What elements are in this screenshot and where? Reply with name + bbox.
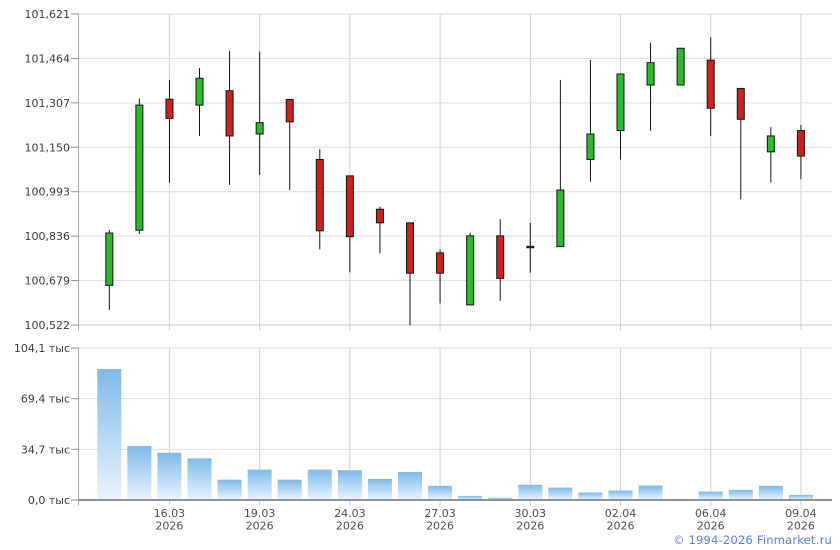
date-label: 16.03 — [154, 507, 186, 520]
candle — [736, 87, 745, 200]
volume-bar — [307, 469, 332, 500]
candle — [105, 229, 114, 311]
volume-bar — [217, 479, 242, 500]
candle — [345, 175, 354, 273]
price-axis-label: 101,621 — [25, 8, 71, 21]
price-axis-label: 100,522 — [25, 319, 71, 332]
volume-bar — [728, 489, 753, 500]
candle — [375, 206, 384, 254]
volume-axis-label: 104,1 тыс — [14, 342, 70, 355]
volume-bar — [578, 492, 603, 500]
year-label: 2026 — [155, 520, 183, 533]
candle — [706, 37, 715, 136]
volume-bar — [277, 479, 302, 500]
volume-bar — [337, 470, 362, 500]
volume-bar — [187, 458, 212, 500]
price-axis-label: 101,464 — [25, 52, 71, 65]
candle — [646, 42, 655, 131]
vertical-gridlines — [168, 14, 802, 506]
volume-bar — [788, 494, 813, 500]
volume-bar — [247, 469, 272, 500]
date-label: 06.04 — [695, 507, 727, 520]
volume-axis-label: 0,0 тыс — [28, 494, 70, 507]
candles — [105, 37, 805, 325]
volume-bar — [638, 485, 663, 500]
volume-bar — [518, 484, 543, 500]
candle — [676, 47, 685, 86]
volume-pane: 104,1 тыс 69,4 тыс 34,7 тыс 0,0 тыс — [14, 342, 832, 507]
volume-bar — [758, 485, 783, 500]
volume-bar — [698, 491, 723, 500]
year-label: 2026 — [426, 520, 454, 533]
volume-bar — [367, 478, 392, 500]
date-label: 30.03 — [515, 507, 547, 520]
volume-bar — [127, 445, 152, 500]
volume-bar — [458, 495, 483, 500]
year-label: 2026 — [697, 520, 725, 533]
volume-axis-label: 69,4 тыс — [21, 393, 70, 406]
candle — [135, 98, 144, 235]
volume-bar — [97, 369, 122, 500]
volume-bar — [488, 497, 513, 500]
price-axis-label: 100,993 — [25, 186, 71, 199]
volume-bar — [157, 452, 182, 500]
year-label: 2026 — [336, 520, 364, 533]
price-pane: 101,621 101,464 101,307 101,150 100,993 100,8… — [25, 8, 832, 332]
candle — [406, 222, 414, 325]
volume-bars — [97, 369, 813, 500]
volume-bar — [608, 490, 633, 500]
copyright-watermark-link[interactable]: © 1994-2026 Finmarket.ru — [672, 533, 832, 547]
candle — [315, 149, 324, 250]
date-label: 02.04 — [605, 507, 637, 520]
year-label: 2026 — [606, 520, 634, 533]
candle — [466, 232, 475, 306]
candle — [796, 124, 805, 180]
candle — [195, 68, 204, 136]
date-label: 19.03 — [244, 507, 276, 520]
candle — [496, 219, 505, 301]
date-axis-labels: 16.03202619.03202624.03202627.03202630.0… — [154, 507, 817, 533]
candle — [616, 73, 625, 160]
year-label: 2026 — [516, 520, 544, 533]
date-label: 09.04 — [785, 507, 817, 520]
volume-bar — [428, 485, 453, 500]
year-label: 2026 — [246, 520, 274, 533]
date-label: 24.03 — [334, 507, 366, 520]
price-axis-label: 101,307 — [25, 97, 71, 110]
candle — [165, 79, 174, 183]
price-axis-label: 100,679 — [25, 275, 71, 288]
candle — [285, 98, 294, 191]
price-axis-label: 100,836 — [25, 230, 71, 243]
price-axis-label: 101,150 — [25, 141, 71, 154]
candle — [225, 50, 234, 185]
year-label: 2026 — [787, 520, 815, 533]
candle — [526, 222, 535, 273]
date-label: 27.03 — [424, 507, 456, 520]
candle — [556, 79, 565, 248]
volume-bar — [548, 487, 573, 500]
candle — [255, 51, 264, 176]
volume-bar — [398, 471, 422, 500]
candle — [766, 127, 775, 183]
candle — [586, 60, 595, 182]
volume-axis-label: 34,7 тыс — [21, 443, 70, 456]
candle — [436, 249, 445, 304]
